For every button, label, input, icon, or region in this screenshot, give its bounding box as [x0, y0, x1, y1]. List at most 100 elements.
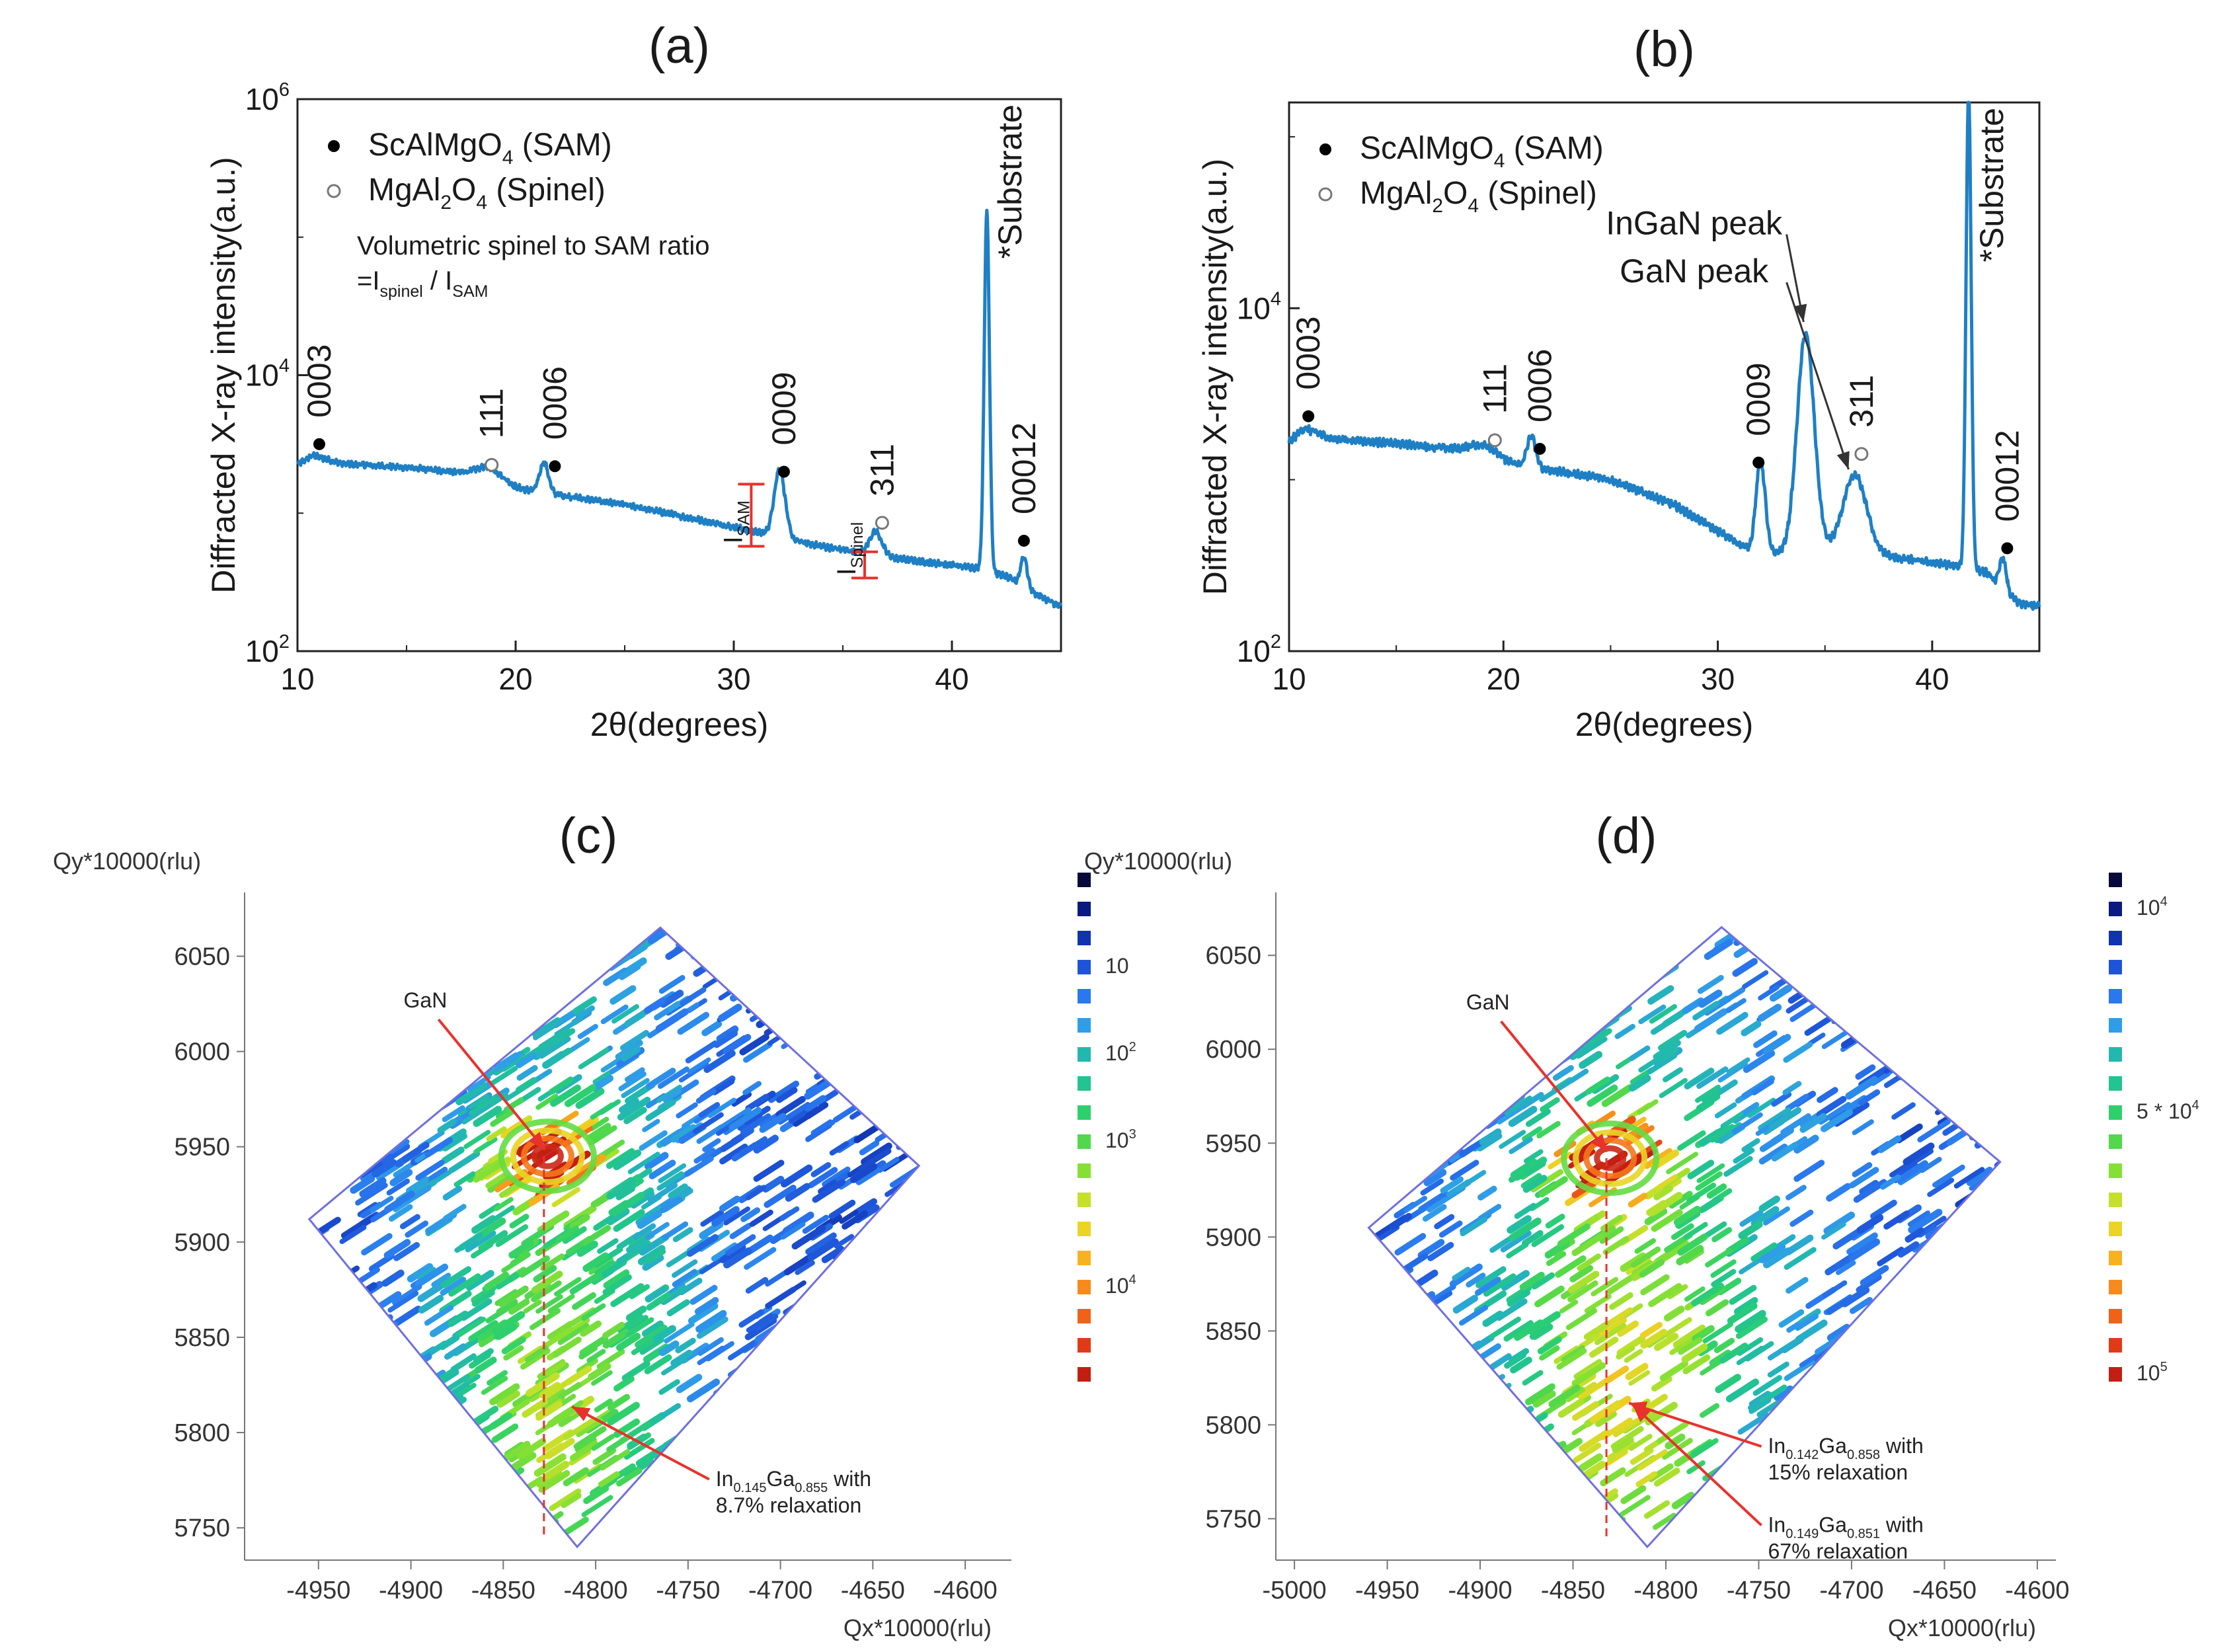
- intensity-streak: [660, 1403, 682, 1418]
- intensity-streak: [986, 1329, 1010, 1344]
- intensity-streak: [704, 929, 732, 949]
- intensity-streak: [1950, 1395, 1973, 1412]
- intensity-streak: [1283, 1070, 1305, 1084]
- sam-peak-marker: [1534, 442, 1546, 455]
- intensity-streak: [1949, 927, 1980, 937]
- intensity-streak: [787, 927, 819, 945]
- intensity-streak: [344, 1470, 375, 1491]
- intensity-streak: [569, 1449, 591, 1466]
- intensity-streak: [774, 1333, 805, 1356]
- intensity-streak: [711, 1419, 744, 1443]
- intensity-streak: [2026, 1253, 2053, 1271]
- intensity-streak: [1956, 989, 1979, 1006]
- intensity-streak: [1417, 1239, 1445, 1259]
- intensity-streak: [1922, 1052, 1945, 1070]
- intensity-streak: [2037, 1078, 2056, 1089]
- gan-label: GaN: [1466, 990, 1510, 1014]
- intensity-streak: [583, 1485, 609, 1505]
- intensity-streak: [907, 927, 920, 937]
- intensity-streak: [725, 1234, 756, 1256]
- intensity-streak: [805, 1101, 829, 1120]
- intensity-streak: [832, 978, 852, 994]
- intensity-streak: [1821, 970, 1852, 992]
- intensity-streak: [967, 1409, 988, 1423]
- intensity-streak: [1332, 923, 1359, 941]
- intensity-streak: [815, 1423, 845, 1444]
- intensity-streak: [1295, 1144, 1321, 1161]
- intensity-streak: [483, 907, 510, 924]
- intensity-streak: [930, 1397, 952, 1411]
- text-span: 0.858: [1847, 1448, 1880, 1462]
- intensity-streak: [1368, 1359, 1384, 1375]
- intensity-streak: [964, 1113, 981, 1124]
- intensity-streak: [287, 1189, 306, 1202]
- intensity-streak: [545, 1361, 567, 1376]
- intensity-streak: [978, 1022, 993, 1031]
- intensity-streak: [1412, 1321, 1432, 1336]
- intensity-streak: [364, 1314, 393, 1335]
- intensity-streak: [1771, 1142, 1799, 1161]
- intensity-streak: [1984, 927, 2000, 938]
- intensity-streak: [309, 1273, 312, 1289]
- intensity-streak: [319, 1396, 339, 1411]
- intensity-streak: [274, 942, 287, 951]
- intensity-streak: [1571, 1518, 1596, 1536]
- intensity-streak: [1535, 1467, 1561, 1485]
- x-tick-label: -4800: [563, 1577, 627, 1604]
- intensity-streak: [744, 1247, 777, 1270]
- intensity-streak: [1450, 1410, 1484, 1435]
- intensity-streak: [1390, 1282, 1411, 1298]
- intensity-streak: [1884, 1043, 1916, 1066]
- intensity-streak: [251, 1323, 266, 1333]
- intensity-streak: [309, 1120, 331, 1144]
- intensity-streak: [1600, 1417, 1633, 1440]
- intensity-streak: [1507, 1458, 1540, 1481]
- intensity-streak: [1998, 1060, 2000, 1079]
- annotation-arrow-line: [1786, 282, 1850, 470]
- intensity-streak: [1931, 1230, 1965, 1255]
- intensity-streak: [1645, 910, 1660, 920]
- intensity-streak: [264, 982, 291, 1000]
- intensity-streak: [434, 1497, 453, 1512]
- intensity-streak: [676, 1497, 706, 1519]
- intensity-streak: [1310, 1276, 1333, 1290]
- intensity-streak: [264, 1051, 290, 1068]
- intensity-streak: [426, 896, 446, 910]
- intensity-streak: [852, 1198, 878, 1216]
- intensity-streak: [655, 1008, 689, 1033]
- intensity-streak: [450, 1431, 476, 1450]
- intensity-streak: [255, 987, 280, 1003]
- intensity-streak: [434, 1061, 457, 1080]
- intensity-streak: [713, 1030, 738, 1048]
- x-tick-label: -4650: [1912, 1577, 1977, 1604]
- intensity-streak: [473, 1003, 506, 1027]
- intensity-streak: [1874, 1344, 1903, 1364]
- intensity-streak: [1283, 1067, 1303, 1080]
- intensity-streak: [1313, 1446, 1327, 1455]
- intensity-streak: [1284, 1290, 1298, 1299]
- intensity-streak: [633, 1501, 666, 1524]
- intensity-streak: [1293, 1480, 1316, 1495]
- intensity-streak: [1304, 1083, 1320, 1094]
- intensity-streak: [395, 976, 414, 990]
- intensity-streak: [1987, 1489, 2000, 1513]
- intensity-streak: [364, 927, 389, 928]
- intensity-streak: [1395, 1322, 1419, 1341]
- intensity-streak: [664, 1321, 695, 1344]
- intensity-streak: [1575, 1037, 1608, 1059]
- intensity-streak: [1669, 1334, 1699, 1355]
- intensity-streak: [1426, 1075, 1456, 1097]
- x-tick-label: 40: [1915, 662, 1949, 696]
- intensity-streak: [309, 1064, 337, 1085]
- intensity-streak: [309, 1435, 325, 1458]
- intensity-streak: [832, 1411, 862, 1434]
- intensity-streak: [386, 1178, 411, 1196]
- intensity-streak: [982, 934, 1005, 949]
- intensity-streak: [1641, 949, 1669, 968]
- intensity-streak: [570, 1120, 594, 1138]
- intensity-streak: [850, 949, 883, 972]
- intensity-streak: [1524, 1489, 1544, 1505]
- colorbar-swatch: [2109, 960, 2122, 974]
- intensity-streak: [1731, 1448, 1752, 1464]
- layer-annotation: 8.7% relaxation: [716, 1493, 862, 1517]
